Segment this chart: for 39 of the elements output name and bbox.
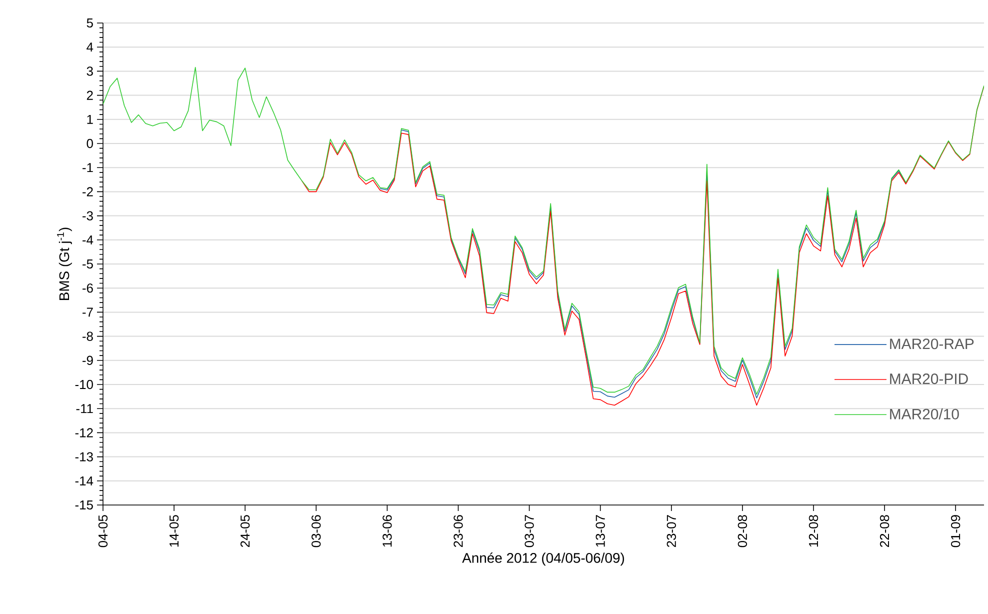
- y-tick-label: -11: [76, 404, 93, 414]
- y-tick-label: -2: [82, 187, 93, 196]
- y-tick-label: 2: [86, 90, 93, 100]
- y-tick-label: -12: [75, 428, 93, 438]
- y-tick-label: -1: [82, 163, 93, 172]
- x-tick-label: 03-07: [524, 515, 534, 548]
- y-tick-label: -8: [82, 332, 93, 341]
- x-tick-label: 03-06: [312, 515, 321, 548]
- x-axis-title: Année 2012 (04/05-06/09): [462, 552, 624, 566]
- x-tick-label: 12-08: [808, 515, 818, 547]
- x-tick-label: 13-07: [596, 515, 605, 547]
- legend-label: MAR20/10: [890, 408, 959, 420]
- y-tick-label: -4: [82, 235, 94, 244]
- y-axis-title: BMS (Gt j$^{-1}$): [57, 228, 72, 300]
- y-tick-label: 1: [87, 114, 93, 124]
- y-tick-label: -7: [82, 308, 93, 317]
- y-tick-label: -3: [82, 211, 93, 220]
- x-tick-label: 23-06: [454, 515, 463, 547]
- y-tick-label: 5: [86, 18, 93, 28]
- x-tick-label: 14-05: [169, 515, 179, 547]
- x-tick-label: 13-06: [382, 515, 392, 547]
- y-tick-label: -14: [75, 476, 94, 486]
- y-tick-label: -15: [75, 500, 93, 510]
- x-tick-label: 02-08: [738, 515, 748, 548]
- x-tick-label: 22-08: [880, 515, 890, 547]
- y-tick-label: -5: [82, 259, 93, 269]
- x-tick-label: 23-07: [666, 515, 676, 547]
- y-tick-label: -9: [82, 356, 93, 365]
- y-tick-label: -6: [82, 284, 93, 293]
- y-tick-label: 4: [86, 42, 94, 52]
- y-tick-label: -10: [75, 380, 93, 390]
- y-tick-label: 3: [86, 66, 93, 76]
- y-tick-label: 0: [86, 138, 93, 148]
- x-tick-label: 04-05: [98, 515, 108, 548]
- y-tick-label: -13: [75, 452, 93, 462]
- legend-label: MAR20-PID: [890, 374, 968, 384]
- x-tick-label: 01-09: [951, 515, 960, 548]
- x-tick-label: 24-05: [240, 515, 250, 547]
- legend-label: MAR20-RAP: [890, 338, 974, 350]
